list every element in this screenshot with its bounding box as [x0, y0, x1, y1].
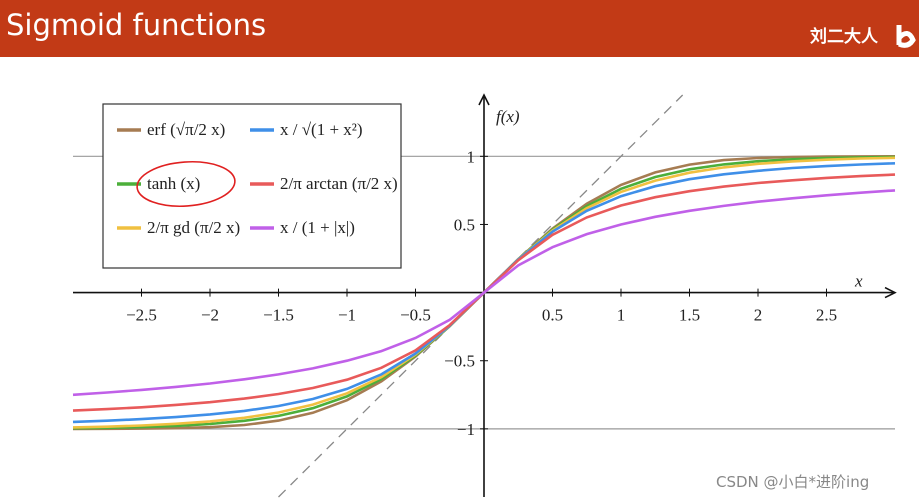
y-axis-label: f(x): [496, 107, 520, 126]
x-tick-label: −1: [338, 306, 356, 325]
y-tick-label: 1: [467, 147, 476, 166]
x-axis-label: x: [854, 272, 863, 291]
y-tick-label: 0.5: [454, 215, 475, 234]
logo: [896, 25, 916, 48]
watermark: CSDN @小白*进阶ing: [716, 473, 869, 491]
annotation-circle: [136, 160, 236, 208]
x-tick-label: 1: [617, 306, 626, 325]
x-tick-label: −2.5: [126, 306, 157, 325]
x-tick-label: −2: [201, 306, 219, 325]
x-tick-label: −0.5: [400, 306, 431, 325]
legend-label: x / √(1 + x²): [280, 120, 363, 139]
y-tick-label: −1: [457, 420, 475, 439]
legend-label: x / (1 + |x|): [280, 218, 355, 237]
plot: x f(x) −2.5 −2 −1.5 −1 −0.5 0.5 1 1.5 2 2.5 −1 −0.5 0.…: [72, 93, 897, 498]
x-axis-arrow: [884, 286, 897, 299]
legend-label: tanh (x): [147, 174, 200, 193]
x-tick-label: 1.5: [679, 306, 700, 325]
x-tick-label: 2: [754, 306, 763, 325]
header-bar: [0, 0, 919, 57]
y-axis-arrow: [478, 93, 490, 106]
x-tick-label: 0.5: [542, 306, 563, 325]
legend-label: 2/π arctan (π/2 x): [280, 174, 398, 193]
legend-label: 2/π gd (π/2 x): [147, 218, 240, 237]
legend-label: erf (√π/2 x): [147, 120, 225, 139]
header-author: 刘二大人: [810, 26, 879, 47]
x-tick-label: 2.5: [816, 306, 837, 325]
y-tick-label: −0.5: [444, 352, 475, 371]
x-tick-label: −1.5: [263, 306, 294, 325]
series-line: [72, 189, 896, 397]
header-title: Sigmoid functions: [6, 8, 266, 42]
